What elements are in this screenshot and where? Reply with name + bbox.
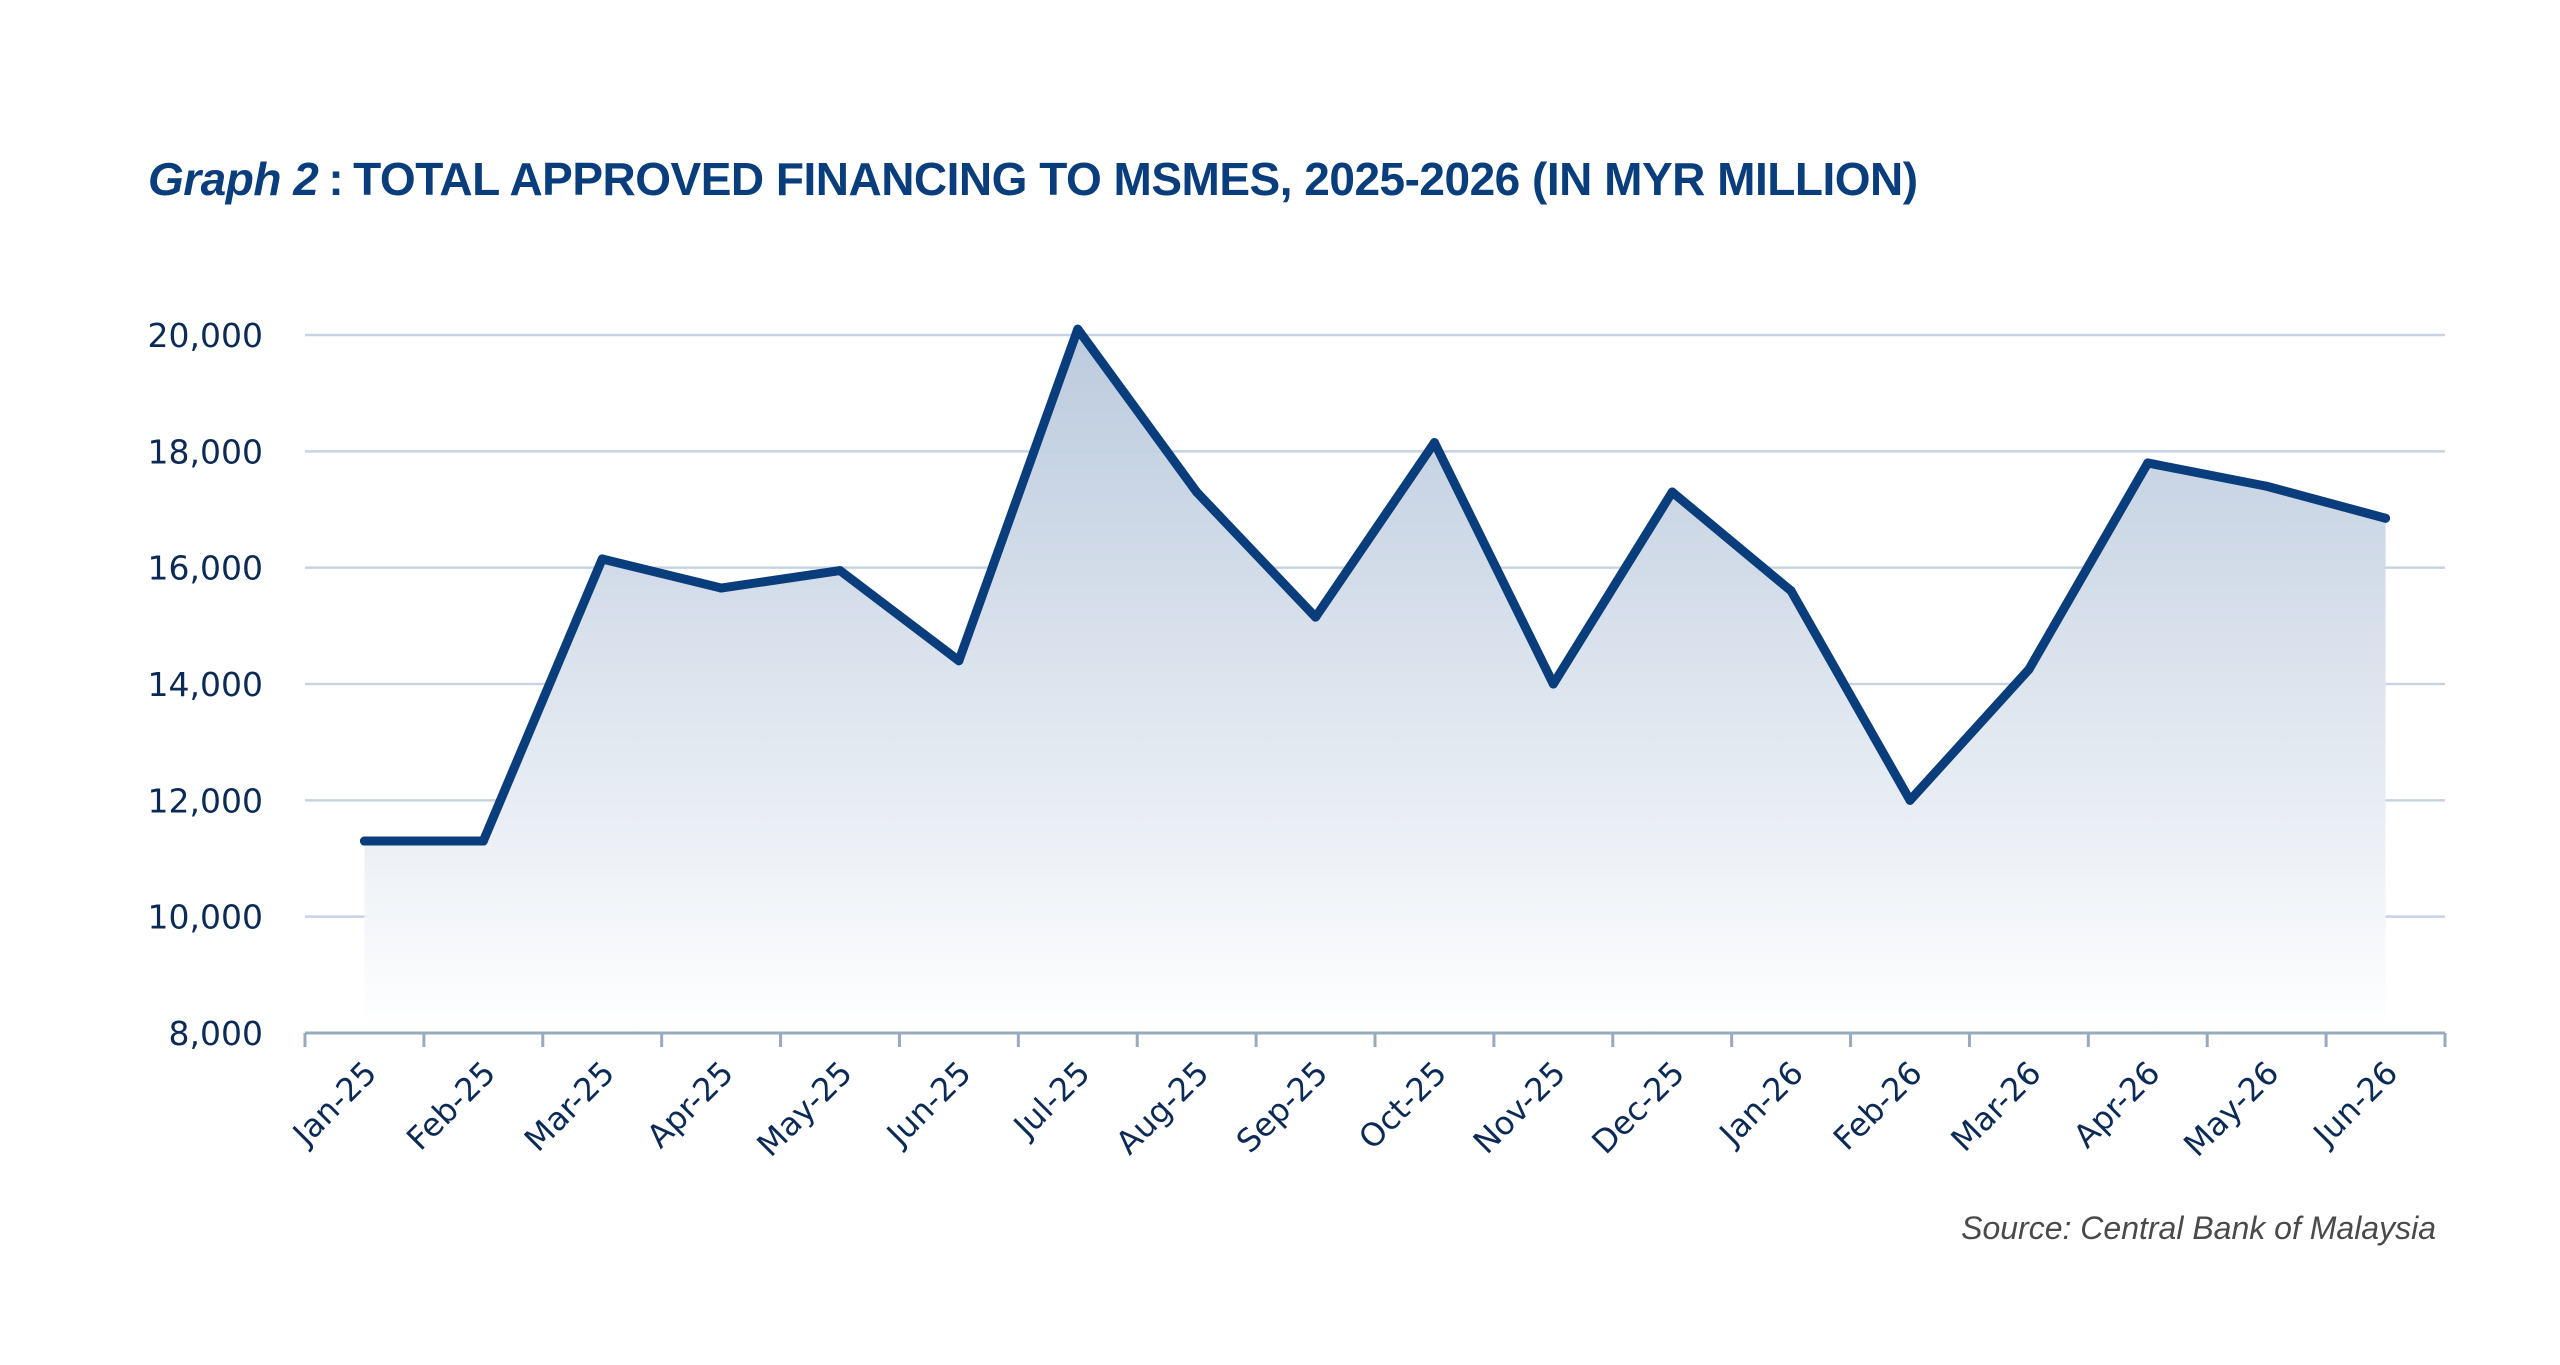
x-tick-label-jan-25: Jan-25: [284, 1054, 384, 1154]
chart-title-separator: :: [328, 153, 344, 205]
x-tick-label-sep-25: Sep-25: [1229, 1054, 1335, 1160]
area-fill-group: [364, 329, 2386, 1033]
y-tick-label-8000: 8,000: [169, 1014, 263, 1053]
x-tick-label-may-25: May-25: [749, 1054, 859, 1164]
y-tick-label-16000: 16,000: [148, 549, 263, 588]
data-point-jun-26: [2381, 513, 2391, 523]
y-tick-label-12000: 12,000: [148, 781, 263, 820]
data-point-may-25: [835, 566, 845, 576]
y-tick-label-10000: 10,000: [148, 898, 263, 937]
x-tick-labels: Jan-25 Feb-25 Mar-25 Apr-25 May-25 Jun-25 Jul-…: [284, 1054, 2405, 1164]
x-tick-label-mar-25: Mar-25: [517, 1054, 622, 1159]
data-point-jul-25: [1073, 324, 1083, 334]
data-point-apr-25: [716, 583, 726, 593]
data-point-feb-25: [478, 836, 488, 846]
series-line: [359, 324, 2391, 846]
x-tick-label-feb-26: Feb-26: [1826, 1054, 1930, 1158]
y-tick-label-14000: 14,000: [148, 665, 263, 704]
chart-title-lead: Graph 2: [148, 153, 319, 205]
x-tick-label-mar-26: Mar-26: [1943, 1054, 2048, 1159]
data-point-nov-25: [1548, 679, 1558, 689]
data-point-oct-25: [1429, 438, 1439, 448]
data-point-jan-25: [359, 836, 369, 846]
y-tick-label-18000: 18,000: [148, 432, 263, 471]
x-tick-label-jan-26: Jan-26: [1711, 1054, 1811, 1154]
data-point-aug-25: [1192, 487, 1202, 497]
x-tick-label-apr-26: Apr-26: [2066, 1054, 2168, 1156]
data-point-apr-26: [2143, 458, 2153, 468]
data-point-may-26: [2262, 481, 2272, 491]
area-fill: [364, 329, 2386, 1033]
x-tick-label-nov-25: Nov-25: [1466, 1054, 1573, 1161]
y-tick-label-20000: 20,000: [148, 316, 263, 355]
x-tick-label-aug-25: Aug-25: [1108, 1054, 1216, 1162]
data-point-mar-25: [597, 554, 607, 564]
x-tick-label-may-26: May-26: [2176, 1054, 2286, 1164]
chart-title-text: TOTAL APPROVED FINANCING TO MSMES, 2025-…: [353, 153, 1918, 205]
data-point-feb-26: [1905, 795, 1915, 805]
data-point-jan-26: [1786, 586, 1796, 596]
x-tick-label-jun-25: Jun-25: [878, 1054, 979, 1155]
x-axis: [303, 1031, 2447, 1047]
data-point-mar-26: [2024, 664, 2034, 674]
data-point-dec-25: [1667, 487, 1677, 497]
y-tick-labels: 8,000 10,000 12,000 14,000 16,000 18,000 20,00…: [148, 316, 263, 1053]
x-tick-label-dec-25: Dec-25: [1584, 1054, 1692, 1162]
x-tick-label-jul-25: Jul-25: [1005, 1054, 1098, 1147]
data-point-jun-25: [954, 656, 964, 666]
x-tick-label-jun-26: Jun-26: [2305, 1054, 2406, 1155]
data-point-sep-25: [1311, 612, 1321, 622]
x-tick-label-apr-25: Apr-25: [639, 1054, 741, 1156]
chart-title: Graph 2: TOTAL APPROVED FINANCING TO MSME…: [148, 152, 1918, 206]
series-line-group: [359, 324, 2391, 846]
x-tick-label-oct-25: Oct-25: [1351, 1054, 1454, 1157]
source-note: Source: Central Bank of Malaysia: [1961, 1210, 2436, 1246]
x-tick-label-feb-25: Feb-25: [399, 1054, 503, 1158]
